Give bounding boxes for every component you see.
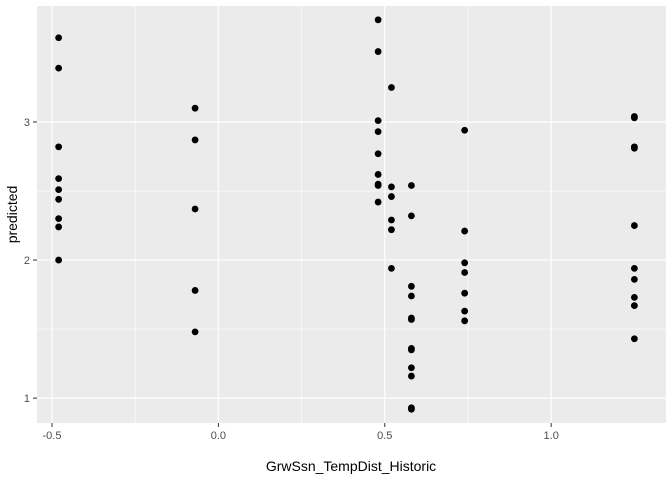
data-point [55,34,63,42]
data-point [461,269,469,276]
x-tick-label: 0.5 [377,430,392,442]
data-point [374,150,382,158]
data-point [461,317,469,325]
data-point [408,364,415,372]
data-point [408,182,415,189]
minor-gridlines [37,6,666,423]
x-tick-label: 1.0 [544,430,559,442]
plot-panel [37,6,666,423]
data-points [55,16,638,413]
data-point [191,328,199,336]
data-point [191,136,199,144]
data-point [374,48,382,55]
x-axis-title: GrwSsn_TempDist_Historic [266,458,436,474]
data-point [55,64,63,72]
data-point [55,175,63,182]
data-point [191,205,199,213]
data-point [374,198,382,206]
data-point [374,182,382,189]
data-point [630,302,638,310]
data-point [388,84,395,91]
data-point [461,227,469,235]
data-point [461,126,469,134]
major-gridlines [37,6,666,423]
data-point [630,144,638,152]
data-point [374,117,382,125]
data-point [374,16,382,24]
y-tick-label: 1 [24,393,30,405]
data-point [55,143,63,151]
data-point [408,372,415,380]
x-axis-ticks: -0.5 0.0 0.5 1.0 [42,423,559,442]
y-tick-label: 2 [24,255,30,267]
data-point [55,186,63,194]
data-point [388,226,395,234]
data-point [388,183,395,191]
data-point [461,289,469,297]
data-point [374,128,382,136]
data-point [55,256,63,264]
data-point [408,292,415,300]
data-point [630,335,638,343]
data-point [388,264,395,272]
data-point [191,104,199,112]
data-point [630,275,638,283]
data-point [630,114,638,122]
data-point [630,293,638,301]
data-point [408,282,415,290]
data-point [630,222,638,229]
y-tick-label: 3 [24,117,30,129]
data-point [191,287,199,294]
data-point [408,405,415,413]
data-point [55,195,63,203]
data-point [374,171,382,178]
data-point [408,346,415,354]
data-point [408,212,415,220]
data-point [461,307,469,315]
x-tick-label: 0.0 [211,430,226,442]
data-point [55,215,63,223]
data-point [388,216,395,224]
x-tick-label: -0.5 [42,430,61,442]
data-point [461,259,469,267]
y-axis-title: predicted [4,186,20,244]
y-axis-ticks: 1 2 3 [24,117,37,405]
data-point [55,223,63,231]
data-point [630,264,638,272]
data-point [388,193,395,200]
data-point [408,316,415,323]
